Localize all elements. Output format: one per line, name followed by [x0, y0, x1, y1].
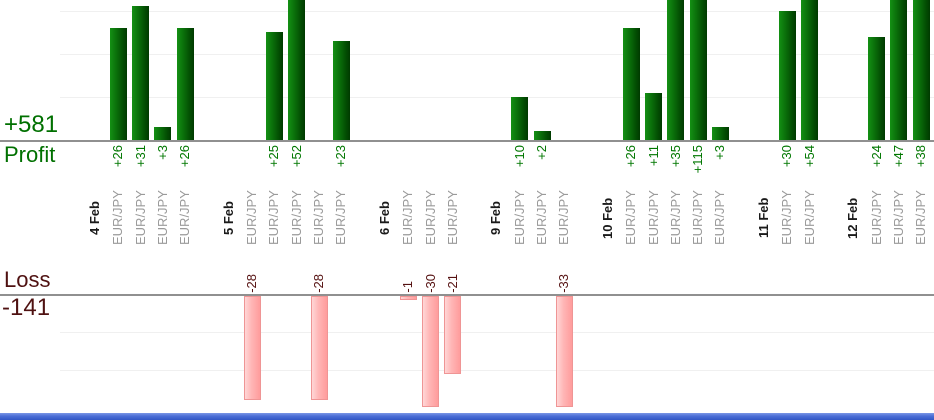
- profit-bar[interactable]: [778, 11, 796, 140]
- profit-bar[interactable]: [689, 0, 707, 140]
- profit-value-label: +26: [623, 145, 639, 168]
- instrument-label: EUR/JPY: [110, 190, 126, 246]
- instrument-label: EUR/JPY: [132, 190, 148, 246]
- profit-value-label: +3: [154, 145, 170, 160]
- loss-axis-label: Loss: [4, 267, 51, 292]
- instrument-label: EUR/JPY: [556, 190, 572, 246]
- profit-bar[interactable]: [154, 127, 172, 140]
- date-label: 11 Feb: [756, 197, 771, 239]
- bottom-blue-strip: [0, 413, 934, 420]
- profit-gridline-20: [60, 54, 934, 55]
- profit-bar[interactable]: [801, 0, 819, 140]
- instrument-label: EUR/JPY: [400, 190, 416, 246]
- instrument-label: EUR/JPY: [244, 190, 260, 246]
- date-label: 12 Feb: [845, 197, 861, 239]
- profit-gridline-10: [60, 97, 934, 98]
- loss-value-label: -28: [244, 274, 260, 293]
- profit-value-label: +31: [132, 145, 148, 168]
- loss-total: -141: [2, 294, 51, 321]
- loss-value-label: -21: [444, 274, 460, 293]
- instrument-label: EUR/JPY: [422, 190, 438, 246]
- profit-value-label: +10: [511, 145, 527, 168]
- profit-bar[interactable]: [890, 0, 908, 140]
- instrument-label: EUR/JPY: [311, 190, 326, 246]
- profit-axis-line: [0, 140, 934, 142]
- profit-value-label: +24: [868, 145, 884, 168]
- profit-value-label: +52: [288, 145, 304, 168]
- profit-bar[interactable]: [109, 28, 127, 140]
- loss-bar[interactable]: [444, 296, 462, 374]
- profit-value-label: +38: [913, 145, 929, 168]
- instrument-label: EUR/JPY: [177, 190, 193, 246]
- profit-value-label: +115: [690, 145, 706, 174]
- profit-bar[interactable]: [645, 93, 662, 140]
- date-label: 6 Feb: [376, 201, 392, 235]
- profit-value-label: +30: [779, 145, 795, 168]
- instrument-label: EUR/JPY: [779, 190, 795, 246]
- instrument-label: EUR/JPY: [333, 190, 349, 246]
- profit-value-label: +54: [801, 145, 817, 168]
- profit-value-label: +11: [645, 145, 661, 167]
- loss-bar[interactable]: [422, 296, 439, 407]
- profit-value-label: +35: [667, 145, 683, 168]
- instrument-label: EUR/JPY: [154, 190, 170, 246]
- instrument-label: EUR/JPY: [890, 190, 906, 246]
- instrument-label: EUR/JPY: [690, 190, 706, 246]
- profit-bar[interactable]: [511, 97, 529, 140]
- loss-bar[interactable]: [555, 296, 573, 407]
- instrument-label: EUR/JPY: [712, 190, 728, 246]
- loss-value-label: -1: [400, 281, 416, 293]
- profit-value-label: +26: [177, 145, 193, 168]
- instrument-label: EUR/JPY: [801, 190, 817, 246]
- loss-value-label: -28: [311, 274, 326, 293]
- instrument-label: EUR/JPY: [623, 190, 639, 246]
- profit-bar[interactable]: [868, 37, 885, 140]
- date-label: 4 Feb: [87, 201, 102, 235]
- profit-axis-label: Profit: [4, 142, 56, 167]
- profit-value-label: +23: [333, 145, 349, 168]
- date-label: 10 Feb: [599, 197, 615, 239]
- loss-bar[interactable]: [310, 296, 328, 400]
- date-label: 9 Feb: [488, 201, 504, 235]
- profit-bar[interactable]: [533, 131, 551, 140]
- profit-value-label: +47: [890, 145, 906, 168]
- instrument-label: EUR/JPY: [511, 190, 527, 246]
- loss-value-label: -33: [556, 274, 572, 293]
- loss-axis-line: [0, 294, 934, 296]
- profit-total: +581: [4, 111, 59, 138]
- profit-bar[interactable]: [711, 127, 729, 140]
- profit-bar[interactable]: [912, 0, 930, 140]
- profit-bar[interactable]: [132, 6, 150, 140]
- profit-bar[interactable]: [622, 28, 640, 140]
- profit-value-label: +3: [712, 145, 728, 160]
- instrument-label: EUR/JPY: [667, 190, 683, 246]
- profit-bar[interactable]: [265, 32, 283, 140]
- profit-bar[interactable]: [176, 28, 194, 140]
- instrument-label: EUR/JPY: [913, 190, 929, 246]
- profit-bar[interactable]: [667, 0, 685, 140]
- loss-bar[interactable]: [243, 296, 261, 400]
- profit-bar[interactable]: [288, 0, 306, 140]
- instrument-label: EUR/JPY: [534, 190, 549, 246]
- instrument-label: EUR/JPY: [868, 190, 884, 246]
- instrument-label: EUR/JPY: [645, 190, 661, 246]
- loss-gridline-20: [60, 370, 934, 371]
- profit-value-label: +26: [110, 145, 126, 168]
- date-label: 5 Feb: [220, 201, 236, 235]
- loss-value-label: -30: [422, 274, 438, 293]
- instrument-label: EUR/JPY: [444, 190, 460, 246]
- loss-bar[interactable]: [399, 296, 417, 300]
- instrument-label: EUR/JPY: [288, 190, 304, 246]
- loss-gridline-10: [60, 332, 934, 333]
- profit-gridline-30: [60, 11, 934, 12]
- instrument-label: EUR/JPY: [266, 190, 282, 246]
- profit-bar[interactable]: [332, 41, 350, 140]
- profit-value-label: +2: [534, 145, 549, 160]
- profit-value-label: +25: [266, 145, 282, 168]
